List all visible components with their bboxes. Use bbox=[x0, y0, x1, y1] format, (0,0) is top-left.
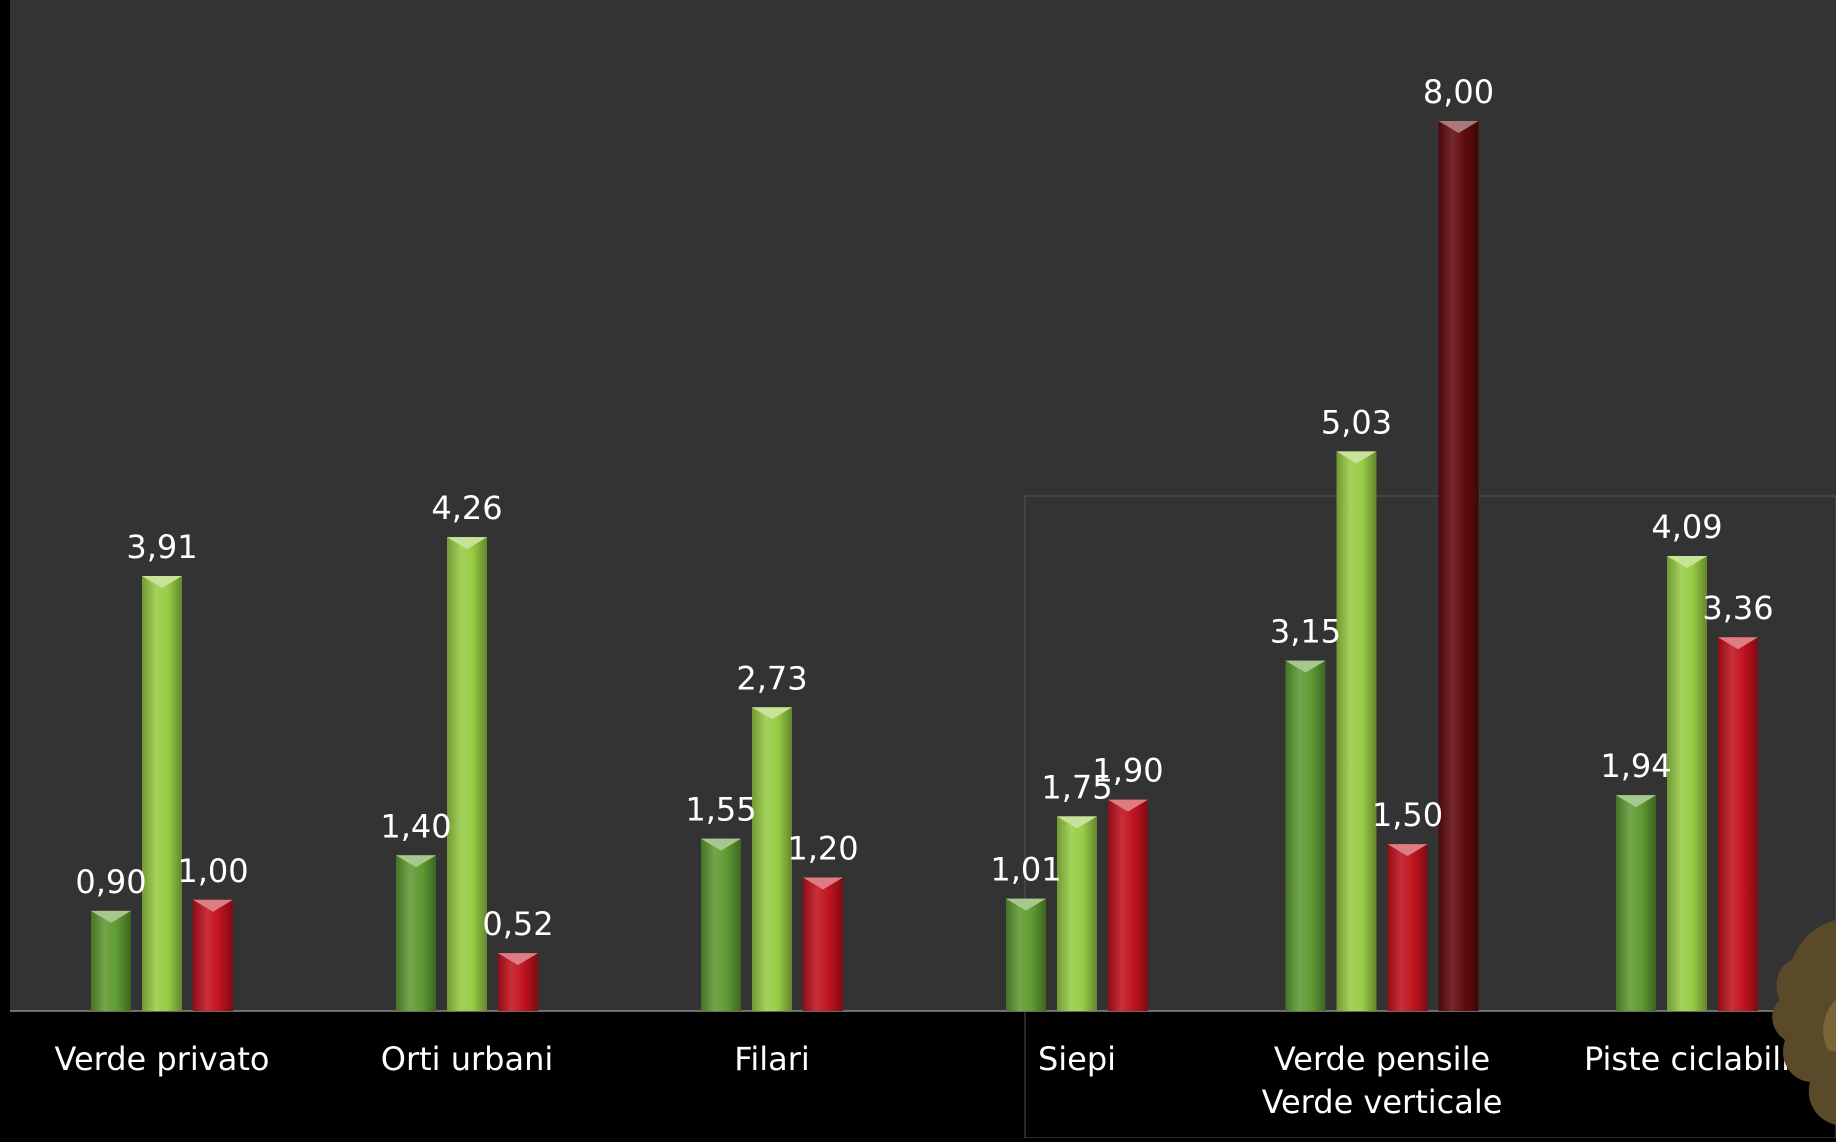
bar bbox=[1057, 816, 1097, 1011]
bar-cap bbox=[1667, 555, 1707, 568]
bar-group bbox=[1006, 799, 1148, 1011]
data-label: 1,75 bbox=[1041, 768, 1112, 806]
data-label: 0,90 bbox=[75, 863, 146, 901]
bar bbox=[1285, 660, 1326, 1011]
bar-cap bbox=[91, 910, 131, 923]
data-label: 5,03 bbox=[1321, 403, 1392, 441]
data-label: 0,52 bbox=[482, 905, 553, 943]
data-label: 4,09 bbox=[1651, 508, 1722, 546]
bar bbox=[1718, 637, 1758, 1011]
bar-cap bbox=[1387, 844, 1428, 857]
bar-group bbox=[1616, 555, 1758, 1011]
bar-group bbox=[701, 707, 843, 1011]
bar bbox=[396, 855, 436, 1011]
x-tick-label: Verde pensile Verde verticale bbox=[1262, 1040, 1503, 1121]
bar-cap bbox=[142, 576, 182, 589]
x-tick-labels-layer: Verde privato Orti urbani Filari Siepi Verde… bbox=[55, 1040, 1791, 1121]
bar bbox=[1438, 121, 1479, 1011]
bar-cap bbox=[1057, 816, 1097, 829]
x-tick-label: Verde privato bbox=[55, 1040, 270, 1078]
x-tick-label: Filari bbox=[734, 1040, 810, 1078]
bar-cap bbox=[447, 537, 487, 550]
x-tick-label: Piste ciclabili bbox=[1584, 1040, 1790, 1078]
bar-cap bbox=[396, 855, 436, 868]
bar bbox=[142, 576, 182, 1011]
data-label: 1,00 bbox=[177, 852, 248, 890]
bar-cap bbox=[1718, 637, 1758, 650]
x-tick-label: Orti urbani bbox=[381, 1040, 553, 1078]
bar bbox=[1667, 555, 1707, 1011]
bar bbox=[447, 537, 487, 1011]
bar bbox=[1387, 844, 1428, 1011]
data-label: 1,40 bbox=[380, 807, 451, 845]
data-label: 1,55 bbox=[685, 791, 756, 829]
data-label: 1,50 bbox=[1372, 796, 1443, 834]
bar bbox=[91, 910, 131, 1011]
data-label: 2,73 bbox=[736, 659, 807, 697]
data-label: 1,20 bbox=[787, 830, 858, 868]
data-label: 1,94 bbox=[1600, 747, 1671, 785]
data-label: 3,91 bbox=[126, 528, 197, 566]
tree-silhouette-decoration bbox=[1772, 920, 1836, 1125]
bar-cap bbox=[1285, 660, 1326, 673]
bar-cap bbox=[803, 877, 843, 890]
bar-cap bbox=[701, 838, 741, 851]
bars-layer bbox=[91, 121, 1758, 1012]
bar bbox=[1108, 799, 1148, 1011]
bar-group bbox=[91, 576, 233, 1011]
x-tick-label: Siepi bbox=[1038, 1040, 1116, 1078]
bar-cap bbox=[752, 707, 792, 720]
data-label: 8,00 bbox=[1423, 73, 1494, 111]
bar-cap bbox=[1336, 451, 1377, 464]
bar bbox=[1336, 451, 1377, 1012]
bar bbox=[752, 707, 792, 1011]
data-label: 1,01 bbox=[990, 851, 1061, 889]
bar bbox=[1006, 898, 1046, 1011]
value-labels-layer: 0,90 3,91 1,00 1,40 4,26 0,52 1,55 2,73 1,20 1,01… bbox=[75, 73, 1773, 943]
bar bbox=[193, 899, 233, 1011]
bar-cap bbox=[1438, 121, 1479, 133]
data-label: 1,90 bbox=[1092, 752, 1163, 790]
bar bbox=[1616, 795, 1656, 1011]
bar-cap bbox=[193, 899, 233, 912]
plot-area-background bbox=[10, 0, 1836, 1011]
data-label: 3,36 bbox=[1702, 589, 1773, 627]
bar bbox=[701, 838, 741, 1011]
bar-cap bbox=[1108, 799, 1148, 812]
bar-cap bbox=[498, 953, 538, 966]
data-label: 3,15 bbox=[1270, 613, 1341, 651]
bar bbox=[803, 877, 843, 1011]
bar-group bbox=[396, 537, 538, 1011]
bar-cap bbox=[1616, 795, 1656, 808]
data-label: 4,26 bbox=[431, 489, 502, 527]
bar-cap bbox=[1006, 898, 1046, 911]
bar-group bbox=[1285, 121, 1479, 1012]
